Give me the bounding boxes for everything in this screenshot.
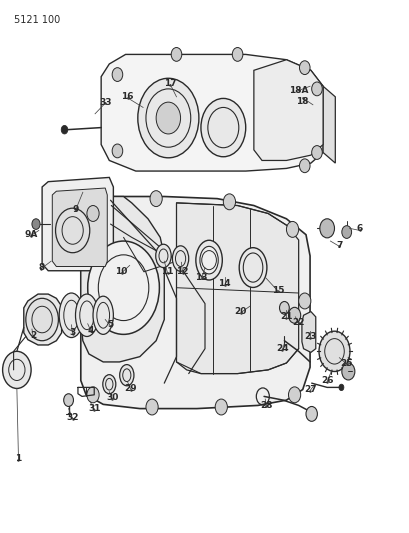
Text: 20: 20	[234, 307, 246, 316]
Text: 18A: 18A	[288, 86, 308, 95]
Polygon shape	[81, 197, 309, 409]
Text: 11: 11	[161, 268, 173, 276]
Polygon shape	[301, 312, 315, 352]
Text: 15: 15	[272, 286, 284, 295]
Ellipse shape	[155, 244, 171, 268]
Text: 10: 10	[115, 268, 127, 276]
Circle shape	[150, 191, 162, 207]
Circle shape	[55, 208, 90, 253]
Text: 13: 13	[195, 272, 207, 281]
Circle shape	[215, 399, 227, 415]
Text: 32: 32	[66, 413, 79, 422]
Circle shape	[63, 394, 73, 407]
Circle shape	[61, 125, 67, 134]
Ellipse shape	[119, 365, 134, 386]
Circle shape	[171, 47, 181, 61]
Ellipse shape	[238, 248, 266, 287]
Text: 9A: 9A	[24, 230, 37, 239]
Circle shape	[288, 308, 300, 323]
Circle shape	[87, 206, 99, 221]
Text: 29: 29	[124, 384, 137, 393]
Circle shape	[112, 68, 122, 82]
Text: 1: 1	[15, 454, 22, 463]
Text: 18: 18	[296, 96, 308, 106]
Circle shape	[318, 331, 349, 372]
Circle shape	[223, 194, 235, 210]
Ellipse shape	[93, 296, 113, 334]
Circle shape	[279, 302, 289, 314]
Text: 5: 5	[107, 320, 113, 329]
Circle shape	[26, 298, 58, 341]
Circle shape	[137, 78, 198, 158]
Text: 17: 17	[164, 79, 176, 88]
Text: 22: 22	[292, 318, 304, 327]
Polygon shape	[101, 54, 322, 171]
Text: 21: 21	[279, 312, 292, 321]
Text: 12: 12	[176, 268, 189, 276]
Text: 4: 4	[88, 326, 94, 335]
Text: 9: 9	[72, 205, 79, 214]
Circle shape	[341, 225, 351, 238]
Text: 24: 24	[275, 344, 288, 353]
Circle shape	[299, 159, 309, 173]
Circle shape	[305, 407, 317, 421]
Circle shape	[299, 61, 309, 75]
Ellipse shape	[200, 246, 218, 274]
Circle shape	[341, 363, 354, 380]
Text: 3: 3	[70, 328, 76, 337]
Circle shape	[32, 219, 40, 229]
Text: 23: 23	[303, 332, 315, 341]
Polygon shape	[81, 197, 164, 362]
Text: 14: 14	[218, 279, 230, 288]
Circle shape	[156, 102, 180, 134]
Ellipse shape	[103, 375, 115, 394]
Text: 28: 28	[259, 401, 272, 410]
Text: 5121 100: 5121 100	[13, 14, 60, 25]
Text: 6: 6	[356, 224, 362, 233]
Polygon shape	[322, 86, 335, 163]
Text: 33: 33	[99, 98, 111, 107]
Text: 30: 30	[106, 393, 118, 402]
Circle shape	[87, 387, 99, 403]
Text: 16: 16	[121, 92, 134, 101]
Circle shape	[311, 146, 321, 159]
Polygon shape	[24, 294, 61, 345]
Text: 8: 8	[38, 263, 44, 272]
Circle shape	[88, 241, 159, 334]
Circle shape	[200, 99, 245, 157]
Text: 26: 26	[320, 376, 333, 385]
Circle shape	[146, 399, 158, 415]
Polygon shape	[42, 177, 113, 271]
Polygon shape	[253, 60, 322, 160]
Circle shape	[319, 219, 334, 238]
Circle shape	[288, 387, 300, 403]
Circle shape	[311, 82, 321, 96]
Text: 27: 27	[303, 385, 316, 394]
Polygon shape	[52, 188, 107, 266]
Ellipse shape	[75, 294, 98, 336]
Text: 25: 25	[339, 359, 352, 367]
Ellipse shape	[196, 240, 222, 280]
Text: 2: 2	[30, 331, 36, 340]
Circle shape	[338, 384, 343, 391]
Circle shape	[286, 221, 298, 237]
Circle shape	[232, 47, 242, 61]
Circle shape	[2, 351, 31, 389]
Circle shape	[298, 293, 310, 309]
Ellipse shape	[172, 246, 188, 271]
Polygon shape	[176, 203, 298, 374]
Text: 31: 31	[88, 404, 100, 413]
Text: 7: 7	[335, 241, 342, 250]
Circle shape	[112, 144, 122, 158]
Ellipse shape	[59, 293, 83, 337]
